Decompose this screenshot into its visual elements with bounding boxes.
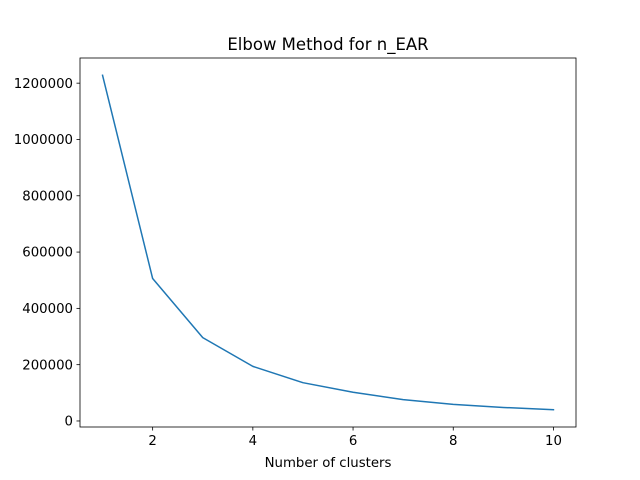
axes-frame — [79, 57, 577, 428]
y-tick-label: 1000000 — [14, 133, 73, 148]
y-tick-label: 0 — [65, 415, 73, 430]
x-tick-label: 4 — [249, 434, 257, 449]
series-line-0 — [101, 74, 555, 411]
plot-area: 2 4 6 8 10 0 200000 400000 600000 800000 1000000 12… — [14, 57, 577, 449]
x-tick-label: 6 — [349, 434, 357, 449]
x-axis-label: Number of clusters — [265, 456, 392, 471]
chart-title: Elbow Method for n_EAR — [227, 35, 428, 55]
x-tick-label: 10 — [545, 434, 562, 449]
y-tick-label: 400000 — [22, 302, 73, 317]
y-tick-label: 800000 — [22, 189, 73, 204]
x-tick-label: 2 — [148, 434, 156, 449]
y-tick-label: 200000 — [22, 358, 73, 373]
x-tick-label: 8 — [449, 434, 457, 449]
y-tick-label: 600000 — [22, 246, 73, 261]
y-tick-label: 1200000 — [14, 77, 73, 92]
